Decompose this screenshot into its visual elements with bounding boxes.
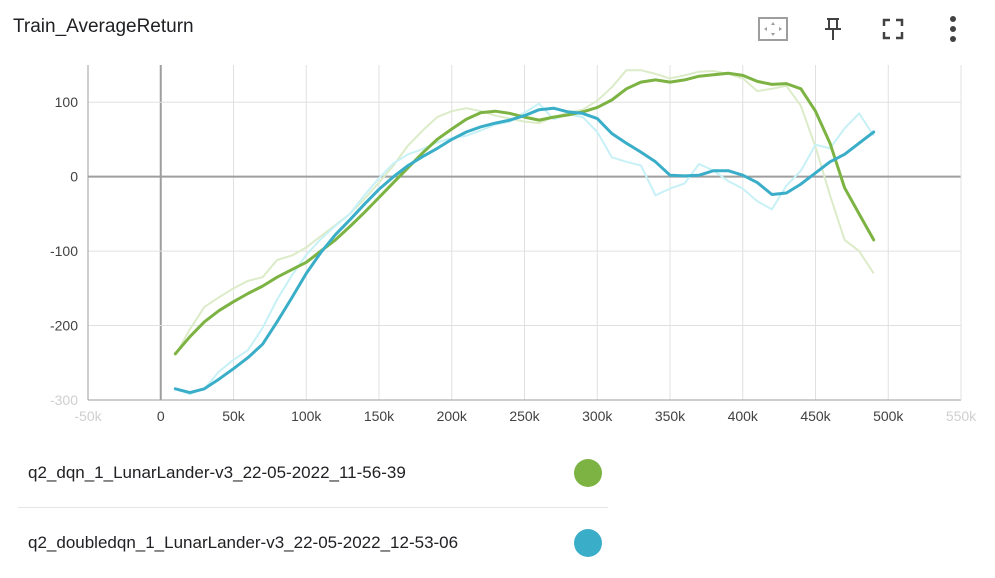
legend-color-dot-dqn: [574, 458, 602, 487]
x-tick-label: 550k: [946, 408, 977, 424]
chart-toolbar: [755, 12, 971, 46]
fullscreen-icon: [882, 18, 904, 40]
x-tick-label: 300k: [582, 408, 613, 424]
legend-color-dot-doubledqn: [574, 529, 602, 557]
x-tick-label: 500k: [873, 408, 904, 424]
legend: q2_dqn_1_LunarLander-v3_22-05-2022_11-56…: [18, 438, 608, 578]
x-tick-label: 400k: [728, 408, 759, 424]
x-tick-label: 150k: [364, 408, 395, 424]
x-tick-label: 0: [157, 408, 165, 424]
y-tick-label: 0: [70, 169, 78, 185]
legend-item-dqn[interactable]: q2_dqn_1_LunarLander-v3_22-05-2022_11-56…: [18, 438, 608, 508]
fullscreen-button[interactable]: [875, 12, 911, 46]
series-raw-line-1: [174, 102, 875, 395]
more-options-button[interactable]: [935, 12, 971, 46]
chart-card-title: Train_AverageReturn: [13, 16, 194, 37]
x-tick-label: 250k: [509, 408, 540, 424]
y-tick-label: -200: [50, 318, 78, 334]
fit-domain-icon: [758, 17, 788, 41]
legend-label-dqn: q2_dqn_1_LunarLander-v3_22-05-2022_11-56…: [28, 462, 406, 482]
line-chart[interactable]: -50k 0 50k 100k 150k 200k 250k 300k 350k 400k 450k…: [0, 58, 995, 433]
fit-domain-button[interactable]: [755, 12, 791, 46]
x-tick-label: 450k: [800, 408, 831, 424]
pin-icon: [825, 18, 841, 40]
y-tick-label: 100: [55, 94, 79, 110]
x-tick-label: 100k: [291, 408, 322, 424]
y-tick-label: -100: [50, 243, 78, 259]
y-tick-label: -300: [50, 392, 78, 408]
pin-button[interactable]: [815, 12, 851, 46]
x-tick-label: -50k: [74, 408, 102, 424]
legend-item-doubledqn[interactable]: q2_doubledqn_1_LunarLander-v3_22-05-2022…: [18, 508, 608, 578]
more-vert-icon: [950, 16, 956, 42]
legend-label-doubledqn: q2_doubledqn_1_LunarLander-v3_22-05-2022…: [28, 533, 459, 552]
series-line-1: [173, 106, 876, 395]
x-tick-label: 350k: [655, 408, 686, 424]
x-tick-label: 200k: [437, 408, 468, 424]
x-tick-label: 50k: [222, 408, 246, 424]
series-raw-line-0: [174, 69, 875, 356]
